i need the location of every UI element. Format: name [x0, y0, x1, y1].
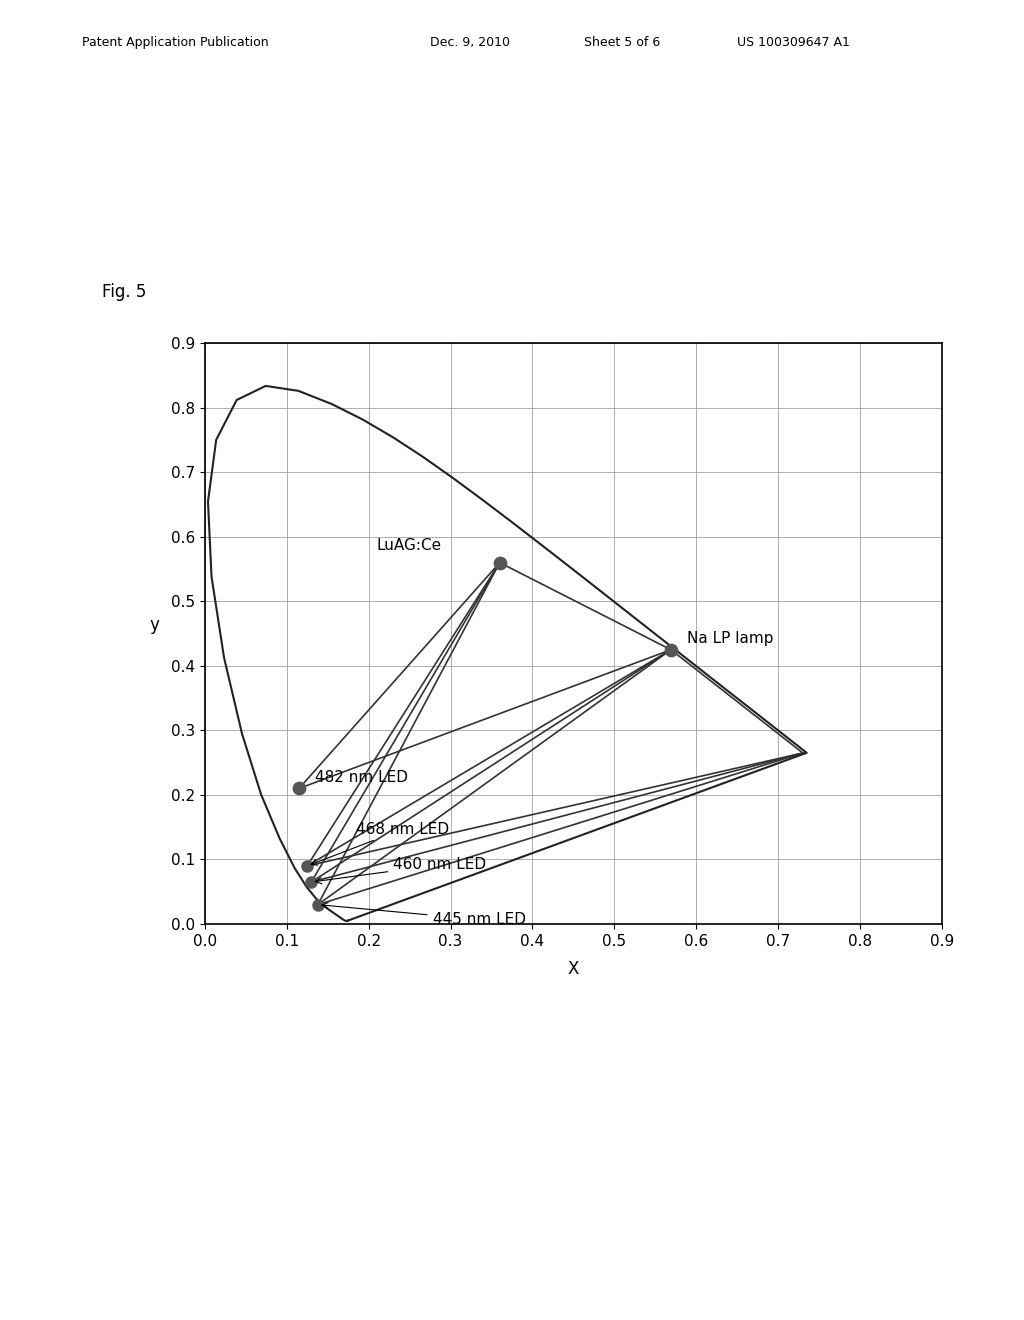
Point [299, 855, 315, 876]
Text: US 100309647 A1: US 100309647 A1 [737, 36, 850, 49]
Point [309, 894, 326, 915]
Text: 460 nm LED: 460 nm LED [315, 857, 486, 883]
X-axis label: X: X [567, 960, 580, 978]
Text: Sheet 5 of 6: Sheet 5 of 6 [584, 36, 659, 49]
Y-axis label: y: y [150, 615, 159, 634]
Text: 482 nm LED: 482 nm LED [315, 770, 409, 785]
Point [303, 871, 319, 892]
Text: Dec. 9, 2010: Dec. 9, 2010 [430, 36, 510, 49]
Text: 445 nm LED: 445 nm LED [322, 903, 525, 927]
Text: LuAG:Ce: LuAG:Ce [377, 537, 442, 553]
Point [492, 552, 508, 573]
Text: Patent Application Publication: Patent Application Publication [82, 36, 268, 49]
Text: Na LP lamp: Na LP lamp [687, 631, 774, 647]
Text: Fig. 5: Fig. 5 [102, 282, 146, 301]
Point [291, 777, 307, 799]
Text: 468 nm LED: 468 nm LED [311, 821, 450, 865]
Point [663, 639, 679, 660]
